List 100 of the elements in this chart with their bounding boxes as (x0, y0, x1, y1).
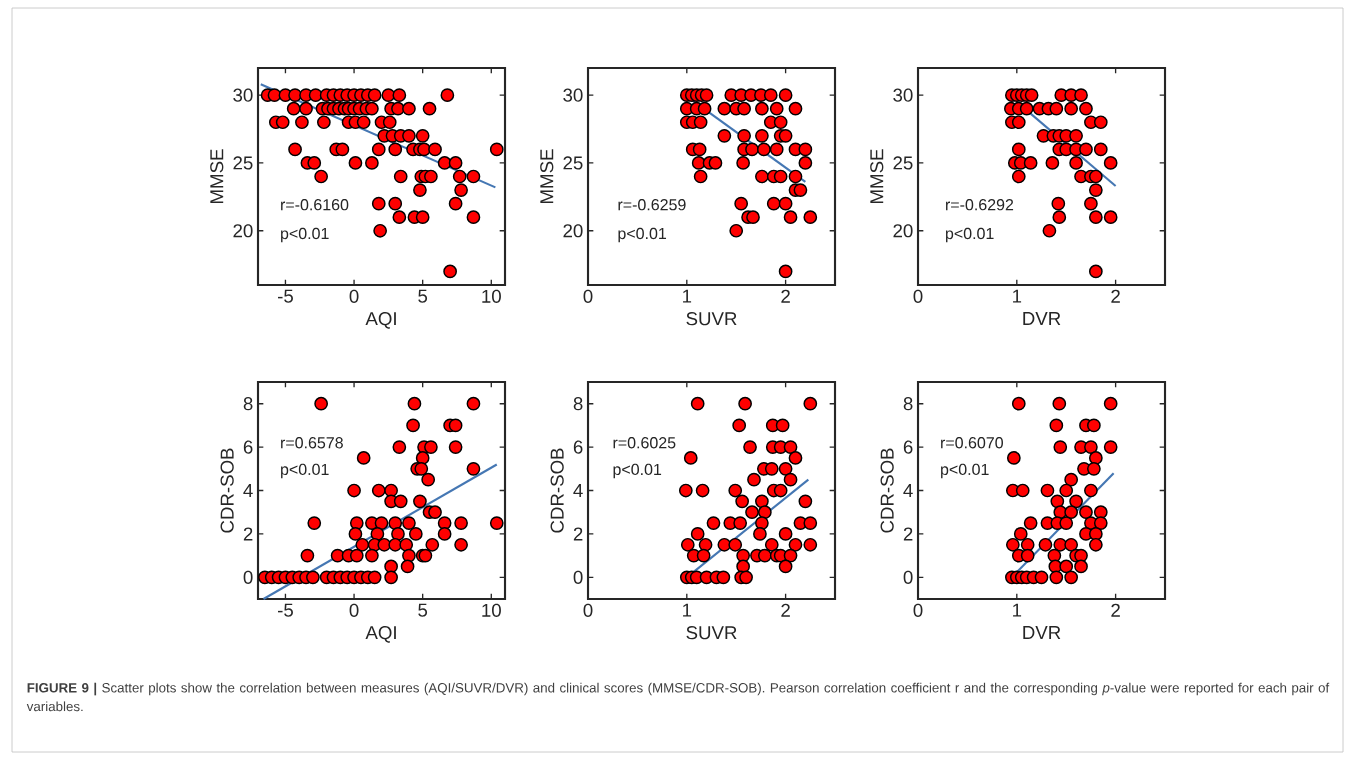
y-tick-label: 4 (573, 484, 583, 497)
point (692, 142, 707, 157)
annotation: p<0.01 (945, 227, 994, 243)
y-axis-title: CDR-SOB (220, 448, 234, 533)
point (755, 101, 769, 116)
y-tick-label: 30 (893, 88, 913, 102)
point (1049, 570, 1064, 585)
point (1042, 223, 1057, 238)
point (1088, 264, 1103, 279)
point (1084, 483, 1098, 498)
point (1069, 156, 1083, 170)
x-tick-label: 2 (781, 289, 790, 303)
point (778, 88, 793, 102)
point (1015, 483, 1030, 498)
annotation: p<0.01 (613, 463, 662, 479)
x-tick-label: -5 (277, 603, 293, 617)
point (1011, 142, 1026, 157)
point (1103, 156, 1118, 170)
x-axis-title: AQI (365, 626, 396, 643)
point (708, 156, 723, 170)
point (1052, 396, 1067, 411)
y-tick-label: 0 (243, 570, 253, 584)
point (1093, 142, 1108, 157)
point (1088, 169, 1103, 184)
point (1088, 451, 1103, 465)
x-tick-label: 10 (482, 289, 501, 303)
y-axis-title: MMSE (870, 149, 884, 203)
point (1059, 559, 1074, 574)
y-tick-label: 4 (903, 484, 913, 497)
point (1074, 88, 1088, 102)
point (769, 142, 784, 157)
point (1064, 101, 1079, 116)
point (1103, 210, 1118, 225)
point (1064, 570, 1079, 585)
point (783, 210, 798, 225)
y-axis-title: MMSE (540, 149, 554, 203)
y-tick-label: 25 (233, 156, 253, 170)
point (1049, 101, 1064, 116)
y-tick-label: 4 (243, 484, 253, 497)
point (1023, 156, 1038, 170)
y-tick-label: 8 (573, 397, 583, 411)
x-axis-title: DVR (1023, 312, 1061, 325)
x-tick-label: 5 (418, 289, 428, 303)
point (1013, 527, 1028, 541)
y-axis-title: CDR-SOB (550, 448, 564, 533)
y-tick-label: 20 (893, 224, 913, 238)
point (1069, 494, 1083, 509)
point (1045, 156, 1060, 170)
point (1059, 483, 1074, 498)
y-tick-label: 6 (243, 440, 253, 454)
point (746, 210, 760, 225)
x-tick-label: 0 (913, 289, 923, 303)
annotation: r=0.6070 (941, 437, 1003, 449)
point (736, 156, 750, 170)
point (766, 196, 781, 211)
x-axis-title: SUVR (686, 312, 737, 326)
x-tick-label: 2 (781, 603, 790, 617)
y-tick-label: 6 (573, 440, 583, 454)
point (1064, 505, 1079, 520)
point (1093, 115, 1108, 130)
point (697, 101, 712, 116)
point (1023, 516, 1038, 530)
annotation: r=-0.6292 (946, 199, 1014, 211)
point (1011, 115, 1026, 130)
annotation: p<0.01 (941, 463, 989, 479)
x-axis-title: AQI (365, 312, 396, 329)
point (798, 156, 813, 170)
annotation: p<0.01 (281, 463, 329, 479)
point (734, 196, 749, 211)
x-tick-label: 0 (349, 603, 359, 617)
y-tick-label: 25 (893, 156, 913, 170)
point (1053, 440, 1068, 454)
point (717, 128, 732, 143)
y-tick-label: 8 (243, 397, 253, 411)
point (1103, 396, 1118, 411)
point (1024, 88, 1039, 102)
point (729, 223, 744, 238)
point (1011, 169, 1026, 184)
point (745, 142, 759, 157)
point (778, 264, 793, 279)
y-tick-label: 6 (903, 440, 913, 454)
y-tick-label: 2 (573, 527, 583, 541)
annotation: p<0.01 (281, 227, 329, 243)
x-tick-label: 2 (1111, 289, 1120, 303)
point (1051, 196, 1066, 211)
x-tick-label: 1 (683, 289, 692, 303)
point (757, 142, 771, 157)
y-tick-label: 20 (563, 224, 583, 238)
point (803, 210, 818, 225)
y-tick-label: 2 (243, 527, 253, 541)
point (1005, 537, 1020, 552)
point (1103, 440, 1118, 454)
y-tick-label: 20 (233, 224, 253, 238)
point (1088, 537, 1103, 552)
point (773, 169, 788, 184)
point (1088, 210, 1103, 225)
point (1019, 101, 1034, 116)
point (1050, 494, 1065, 509)
point (778, 128, 793, 143)
y-tick-label: 25 (563, 156, 583, 170)
